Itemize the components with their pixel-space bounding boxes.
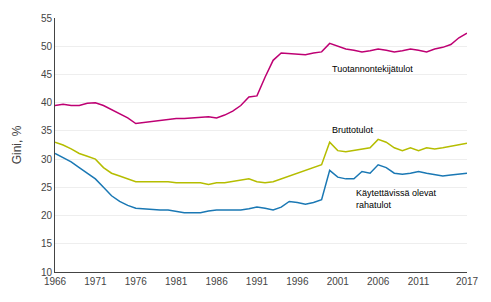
svg-text:2011: 2011 xyxy=(408,276,430,287)
svg-text:10: 10 xyxy=(41,267,53,278)
svg-text:50: 50 xyxy=(41,41,53,52)
svg-text:55: 55 xyxy=(41,13,53,24)
svg-text:20: 20 xyxy=(41,210,53,221)
svg-text:Gini, %: Gini, % xyxy=(10,125,24,164)
svg-text:25: 25 xyxy=(41,182,53,193)
svg-text:1971: 1971 xyxy=(84,276,107,287)
svg-text:Käytettävissä olevatrahatulot: Käytettävissä olevatrahatulot xyxy=(356,188,437,210)
svg-text:Tuotannontekijätulot: Tuotannontekijätulot xyxy=(332,64,413,74)
svg-text:1986: 1986 xyxy=(205,276,228,287)
svg-text:1996: 1996 xyxy=(286,276,309,287)
svg-text:15: 15 xyxy=(41,238,53,249)
svg-text:Bruttotulot: Bruttotulot xyxy=(332,125,374,135)
svg-text:1976: 1976 xyxy=(125,276,148,287)
svg-text:1966: 1966 xyxy=(44,276,67,287)
svg-text:30: 30 xyxy=(41,154,53,165)
svg-text:40: 40 xyxy=(41,97,53,108)
svg-text:2001: 2001 xyxy=(327,276,350,287)
svg-text:35: 35 xyxy=(41,125,53,136)
svg-text:1981: 1981 xyxy=(165,276,188,287)
svg-text:45: 45 xyxy=(41,69,53,80)
svg-text:2006: 2006 xyxy=(367,276,390,287)
svg-text:2017: 2017 xyxy=(456,276,479,287)
svg-text:1991: 1991 xyxy=(246,276,269,287)
